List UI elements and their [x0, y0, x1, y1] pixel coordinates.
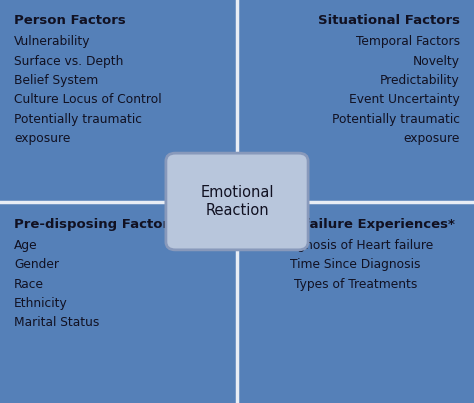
- Text: Race: Race: [14, 278, 44, 291]
- Text: Culture Locus of Control: Culture Locus of Control: [14, 93, 162, 106]
- FancyBboxPatch shape: [166, 153, 308, 250]
- Text: Ethnicity: Ethnicity: [14, 297, 68, 310]
- Text: Situational Factors: Situational Factors: [318, 14, 460, 27]
- Text: Potentially traumatic: Potentially traumatic: [332, 113, 460, 126]
- Text: Surface vs. Depth: Surface vs. Depth: [14, 55, 124, 68]
- Text: Heart failure Experiences*: Heart failure Experiences*: [256, 218, 455, 231]
- Text: Potentially traumatic: Potentially traumatic: [14, 113, 142, 126]
- Text: Gender: Gender: [14, 258, 59, 271]
- Text: Emotional
Reaction: Emotional Reaction: [200, 185, 274, 218]
- Text: Diagnosis of Heart failure: Diagnosis of Heart failure: [277, 239, 434, 252]
- Text: exposure: exposure: [403, 132, 460, 145]
- Text: Temporal Factors: Temporal Factors: [356, 35, 460, 48]
- Text: Vulnerability: Vulnerability: [14, 35, 91, 48]
- Text: Marital Status: Marital Status: [14, 316, 100, 329]
- Text: exposure: exposure: [14, 132, 71, 145]
- Text: Pre-disposing Factors *: Pre-disposing Factors *: [14, 218, 189, 231]
- Text: Belief System: Belief System: [14, 74, 99, 87]
- Text: Event Uncertainty: Event Uncertainty: [349, 93, 460, 106]
- Text: Types of Treatments: Types of Treatments: [294, 278, 417, 291]
- Text: Age: Age: [14, 239, 38, 252]
- Text: Person Factors: Person Factors: [14, 14, 126, 27]
- Text: Time Since Diagnosis: Time Since Diagnosis: [290, 258, 421, 271]
- Text: Novelty: Novelty: [413, 55, 460, 68]
- Text: Predictability: Predictability: [380, 74, 460, 87]
